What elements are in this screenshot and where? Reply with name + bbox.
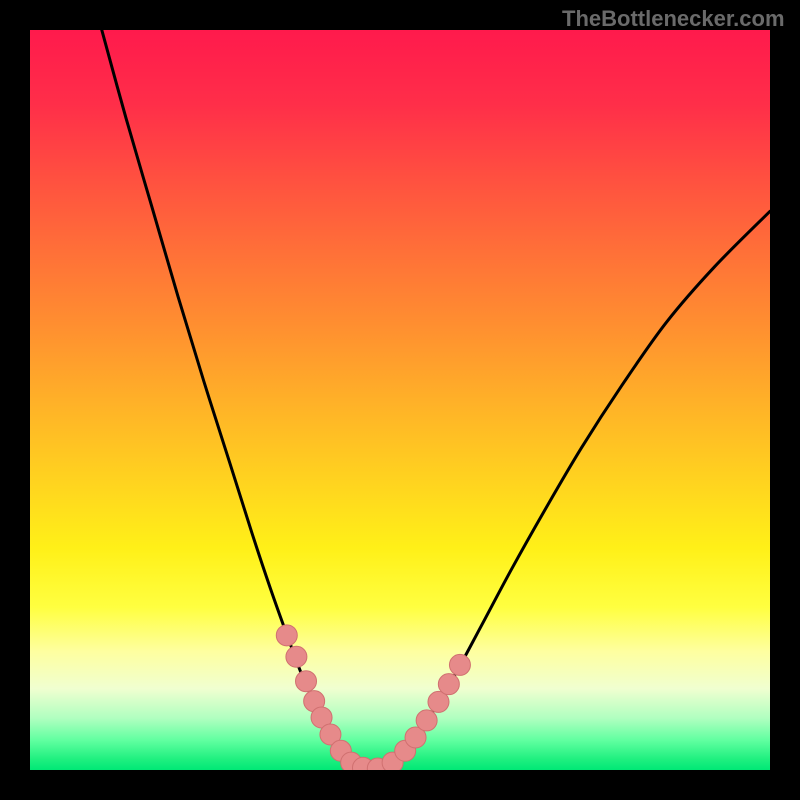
gradient-background (30, 30, 770, 770)
data-marker (276, 625, 297, 646)
data-marker (286, 646, 307, 667)
chart-svg (30, 30, 770, 770)
data-marker (416, 710, 437, 731)
data-marker (449, 654, 470, 675)
watermark-label: TheBottlenecker.com (562, 6, 785, 32)
plot-area (30, 30, 770, 770)
data-marker (296, 671, 317, 692)
data-marker (438, 674, 459, 695)
